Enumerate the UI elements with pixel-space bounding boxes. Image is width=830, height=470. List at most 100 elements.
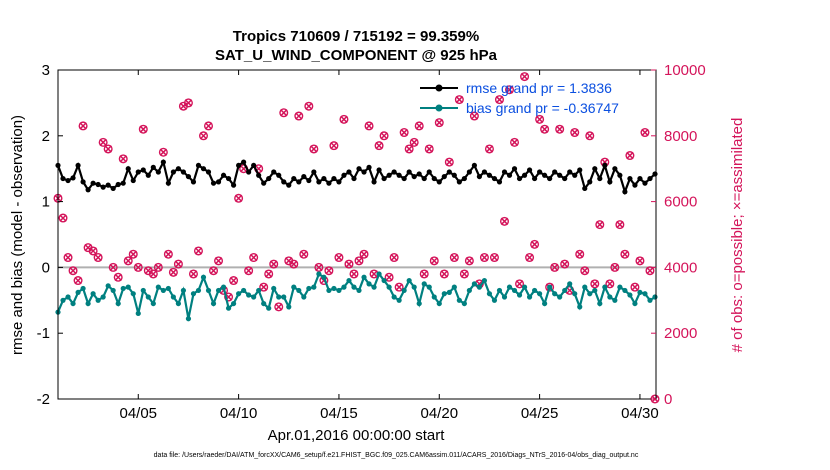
- rmse-point: [496, 179, 503, 185]
- obs-assimilated-marker: [525, 253, 534, 262]
- obs-possible-marker: [459, 269, 469, 279]
- bias-point: [511, 287, 518, 294]
- obs-possible-marker: [494, 95, 504, 105]
- obs-possible-marker: [98, 137, 108, 147]
- x-tick-label: 04/30: [621, 405, 659, 422]
- obs-possible-marker: [434, 118, 444, 128]
- obs-possible-marker: [78, 121, 88, 131]
- obs-assimilated-marker: [515, 280, 524, 288]
- obs-possible-marker: [334, 253, 344, 263]
- y-axis-right: 0 2000 4000 6000 8000 10000: [651, 62, 706, 408]
- bias-point: [396, 297, 402, 303]
- obs-possible-marker: [299, 249, 309, 259]
- rmse-point: [526, 167, 533, 173]
- obs-possible-marker: [359, 249, 369, 259]
- x-tick-label: 04/05: [119, 405, 157, 422]
- bias-point: [236, 291, 242, 297]
- obs-possible-marker: [399, 128, 409, 138]
- rmse-point: [461, 175, 467, 182]
- obs-possible-marker: [545, 282, 555, 292]
- obs-possible-marker: [138, 124, 148, 134]
- bias-point: [276, 294, 282, 300]
- obs-assimilated-marker: [560, 260, 569, 268]
- bias-point: [416, 300, 422, 307]
- x-tick-label: 04/25: [521, 405, 559, 422]
- obs-assimilated-marker: [606, 280, 614, 288]
- obs-possible-marker: [234, 193, 244, 203]
- rmse-point: [506, 172, 513, 178]
- obs-possible-marker: [259, 282, 269, 292]
- x-axis: 04/05 04/10 04/15 04/20 04/25 04/30: [119, 70, 659, 422]
- obs-assimilated-marker: [500, 217, 509, 226]
- bias-point: [552, 291, 558, 297]
- rmse-point: [296, 179, 302, 185]
- rmse-point: [110, 185, 116, 192]
- rmse-point: [446, 169, 452, 175]
- bias-point: [486, 291, 493, 297]
- obs-assimilated-marker: [510, 138, 519, 147]
- obs-assimilated-marker: [490, 253, 499, 262]
- rmse-point: [587, 179, 593, 185]
- obs-possible-marker: [595, 220, 605, 230]
- rmse-point: [471, 162, 477, 169]
- obs-possible-marker: [324, 266, 334, 276]
- obs-assimilated-marker: [460, 270, 469, 278]
- rmse-point: [602, 162, 608, 169]
- bias-point: [612, 297, 618, 303]
- obs-assimilated-marker: [611, 263, 619, 272]
- obs-assimilated-marker: [365, 122, 373, 130]
- bias-point: [241, 287, 247, 294]
- rmse-point: [476, 173, 483, 180]
- footnote: data file: /Users/raeder/DAI/ATM_forcXX/…: [154, 452, 639, 459]
- obs-possible-marker: [173, 259, 183, 269]
- obs-assimilated-marker: [355, 257, 363, 265]
- bias-point: [291, 284, 297, 290]
- rmse-point: [70, 175, 76, 181]
- obs-assimilated-marker: [631, 283, 639, 291]
- obs-possible-marker: [505, 85, 515, 95]
- obs-assimilated-marker: [285, 257, 293, 265]
- obs-assimilated-marker: [425, 145, 433, 153]
- x-axis-label: Apr.01,2016 00:00:00 start: [268, 427, 446, 444]
- bias-point: [577, 304, 583, 310]
- obs-assimilated-marker: [249, 253, 258, 262]
- obs-assimilated-marker: [209, 266, 218, 275]
- obs-assimilated-marker: [174, 260, 183, 268]
- bias-point: [421, 281, 427, 287]
- rmse-point: [622, 189, 628, 195]
- rmse-point: [115, 181, 121, 188]
- bias-point: [542, 300, 548, 307]
- rmse-point: [230, 182, 237, 188]
- obs-possible-marker: [645, 266, 655, 276]
- obs-assimilated-marker: [450, 253, 459, 262]
- obs-possible-marker: [640, 128, 650, 138]
- rmse-point: [396, 172, 402, 178]
- obs-assimilated-marker: [345, 260, 353, 268]
- obs-assimilated-marker: [440, 270, 449, 278]
- obs-assimilated-marker: [465, 257, 474, 265]
- obs-possible-marker: [379, 131, 389, 141]
- bias-point: [95, 297, 101, 303]
- rmse-point: [366, 164, 372, 170]
- bias-point: [105, 283, 111, 289]
- rmse-point: [426, 169, 432, 175]
- bias-point: [361, 274, 367, 280]
- obs-possible-marker: [108, 262, 118, 272]
- bias-point: [637, 289, 643, 296]
- bias-point: [406, 277, 412, 284]
- data-lines: [55, 158, 658, 322]
- bias-point: [481, 277, 488, 284]
- rmse-point: [547, 175, 553, 182]
- obs-assimilated-marker: [275, 303, 283, 311]
- obs-assimilated-marker: [154, 263, 163, 272]
- obs-possible-marker: [550, 262, 560, 272]
- rmse-point: [652, 171, 658, 177]
- obs-assimilated-marker: [315, 263, 323, 272]
- bias-point: [531, 287, 538, 294]
- rmse-point: [100, 184, 106, 190]
- obs-possible-marker: [489, 253, 499, 263]
- obs-assimilated-marker: [540, 125, 549, 133]
- obs-assimilated-marker: [646, 266, 654, 275]
- y-tick-label: 1: [42, 194, 50, 211]
- rmse-point: [381, 175, 387, 182]
